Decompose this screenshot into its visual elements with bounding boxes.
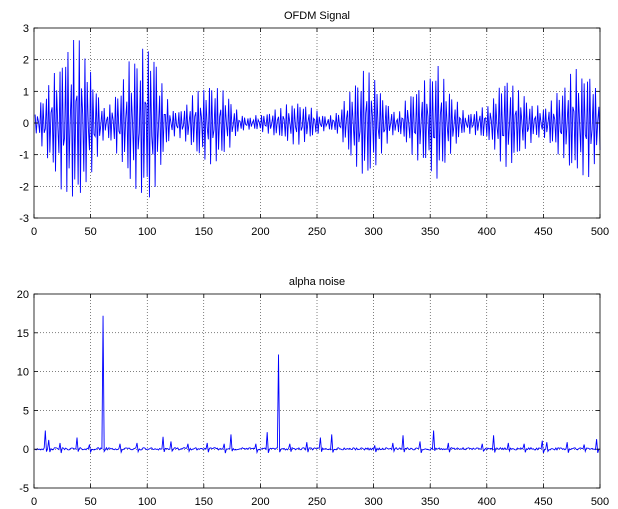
- x-tick-label: 500: [591, 226, 609, 238]
- x-tick-label: 50: [84, 496, 96, 508]
- y-tick-label: 1: [23, 86, 29, 98]
- x-tick-label: 350: [421, 226, 439, 238]
- alpha-noise-plot: 0 50 100 150 200 250 300 350 400 450 500-505101520…: [17, 276, 609, 508]
- x-tick-label: 0: [31, 496, 37, 508]
- y-tick-label: 15: [17, 328, 29, 340]
- x-tick-label: 100: [138, 496, 156, 508]
- ofdm-signal-plot: 0 50 100 150 200 250 300 350 400 450 500 -3 -2 -1 0 1 2 3…: [19, 10, 609, 238]
- x-tick-label: 400: [478, 496, 496, 508]
- y-tick-label: -2: [19, 181, 29, 193]
- x-tick-label: 200: [251, 496, 269, 508]
- y-tick-label: 0: [23, 444, 29, 456]
- y-tick-label: 2: [23, 55, 29, 67]
- x-tick-label: 350: [421, 496, 439, 508]
- y-tick-label: 10: [17, 367, 29, 379]
- y-tick-label: 20: [17, 289, 29, 301]
- y-tick-label: 0: [23, 118, 29, 130]
- chart-title: OFDM Signal: [284, 10, 350, 22]
- x-tick-label: 300: [364, 226, 382, 238]
- y-tick-label: 3: [23, 23, 29, 35]
- x-tick-label: 250: [308, 226, 326, 238]
- x-tick-label: 450: [534, 496, 552, 508]
- y-tick-label: -1: [19, 150, 29, 162]
- x-tick-label: 500: [591, 496, 609, 508]
- chart-title: alpha noise: [289, 276, 345, 288]
- y-tick-label: -5: [19, 483, 29, 495]
- y-tick-label: 5: [23, 405, 29, 417]
- series-line: [34, 315, 601, 455]
- x-tick-label: 250: [308, 496, 326, 508]
- x-tick-label: 0: [31, 226, 37, 238]
- x-tick-label: 100: [138, 226, 156, 238]
- x-tick-label: 400: [478, 226, 496, 238]
- x-tick-label: 450: [534, 226, 552, 238]
- series-line: [34, 39, 601, 198]
- y-tick-label: -3: [19, 213, 29, 225]
- x-tick-label: 300: [364, 496, 382, 508]
- x-tick-label: 150: [195, 226, 213, 238]
- x-tick-label: 200: [251, 226, 269, 238]
- x-tick-label: 50: [84, 226, 96, 238]
- x-tick-label: 150: [195, 496, 213, 508]
